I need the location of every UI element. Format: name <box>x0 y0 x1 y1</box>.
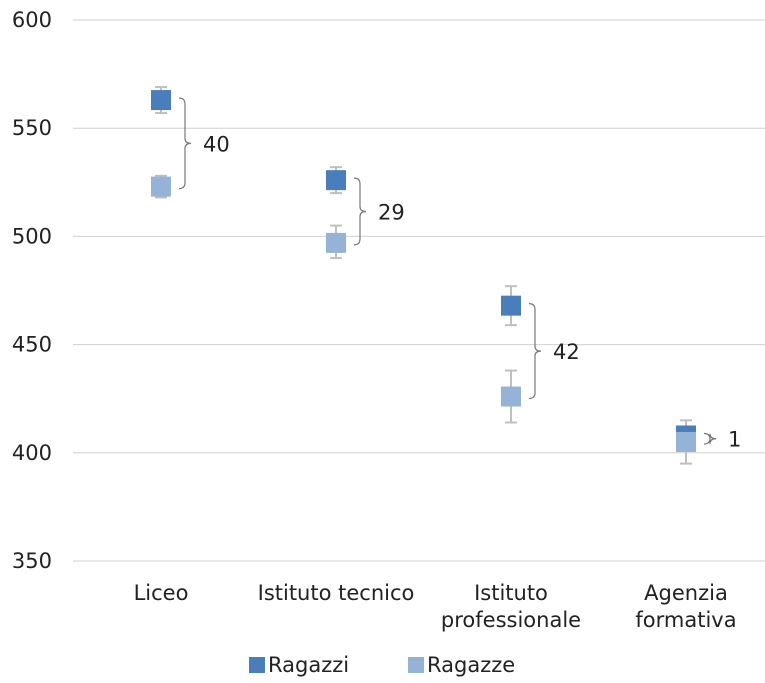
gridlines <box>73 19 765 562</box>
gap-annotations: 40 29 42 1 <box>178 97 741 452</box>
x-category-line: Liceo <box>134 581 189 605</box>
legend-label-ragazzi: Ragazzi <box>268 653 349 677</box>
x-category-line: professionale <box>441 608 581 632</box>
gap-label: 1 <box>728 428 741 452</box>
x-category-label: Agenzia formativa <box>635 581 736 632</box>
gap-brace <box>178 97 192 190</box>
point-ragazzi <box>151 90 171 111</box>
legend-swatch-ragazzi <box>249 657 265 673</box>
gap-brace <box>528 303 542 400</box>
x-category-line: Istituto tecnico <box>258 581 415 605</box>
x-category-line: Istituto <box>474 581 548 605</box>
gap-brace <box>353 177 367 246</box>
error-bars <box>155 86 692 465</box>
gap-label: 42 <box>553 340 580 364</box>
gap-label: 29 <box>378 201 405 225</box>
y-tick-label: 500 <box>12 224 52 248</box>
point-ragazze <box>501 386 521 407</box>
x-category-line: formativa <box>635 608 736 632</box>
y-tick-label: 600 <box>12 8 52 32</box>
legend-label-ragazze: Ragazze <box>427 653 515 677</box>
x-category-line: Agenzia <box>644 581 728 605</box>
y-tick-label: 550 <box>12 116 52 140</box>
legend: Ragazzi Ragazze <box>249 653 515 677</box>
x-category-label: Liceo <box>134 581 189 605</box>
point-ragazze <box>326 232 346 253</box>
data-points <box>151 90 696 452</box>
y-tick-label: 450 <box>12 333 52 357</box>
point-ragazzi <box>326 170 346 191</box>
gap-brace <box>703 432 717 445</box>
point-ragazze <box>676 431 696 452</box>
point-ragazzi <box>501 295 521 316</box>
y-axis-ticks: 350 400 450 500 550 600 <box>12 8 52 573</box>
x-category-label: Istituto tecnico <box>258 581 415 605</box>
x-category-label: Istituto professionale <box>441 581 581 632</box>
point-ragazze <box>151 176 171 197</box>
x-axis-categories: Liceo Istituto tecnico Istituto professiona… <box>134 581 737 632</box>
gap-label: 40 <box>203 132 230 156</box>
legend-swatch-ragazze <box>408 657 424 673</box>
y-tick-label: 350 <box>12 549 52 573</box>
y-tick-label: 400 <box>12 441 52 465</box>
